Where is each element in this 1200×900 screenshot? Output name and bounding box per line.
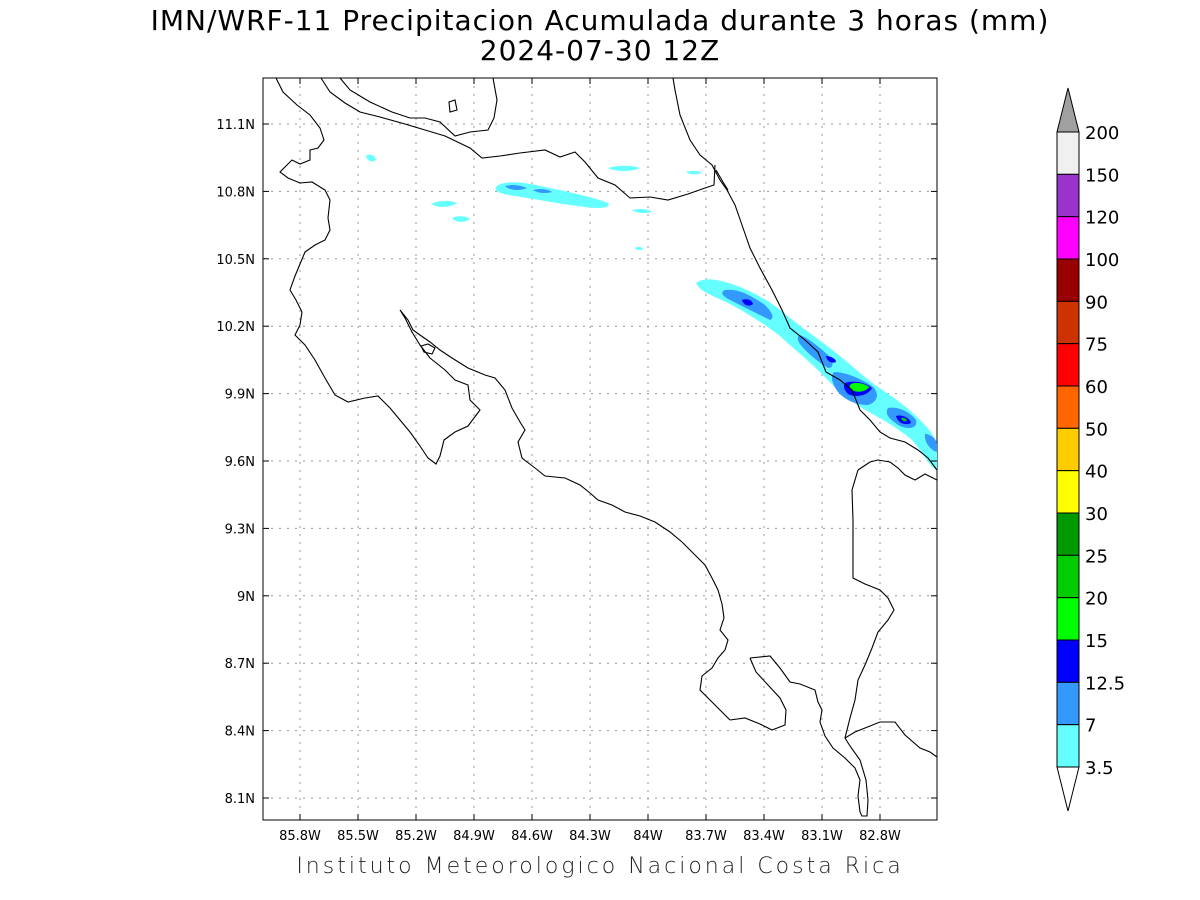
precip-core-intense-2 xyxy=(901,417,907,422)
colorbar-label: 15 xyxy=(1085,631,1108,652)
colorbar-swatch xyxy=(1056,724,1080,768)
lat-tick-label: 10.8N xyxy=(216,185,255,200)
colorbar-label: 7 xyxy=(1085,716,1096,737)
precip-band-caribbean xyxy=(696,279,937,470)
colorbar-swatch xyxy=(1056,427,1080,472)
lon-tick-label: 83.4W xyxy=(743,829,785,844)
coastlines-and-borders xyxy=(275,77,938,817)
colorbar-over-arrow xyxy=(1056,87,1080,133)
colorbar-swatch xyxy=(1056,343,1080,387)
precip-area-north-5 xyxy=(452,216,470,222)
map-title: IMN/WRF-11 Precipitacion Acumulada duran… xyxy=(150,4,1050,37)
colorbar-label: 40 xyxy=(1085,462,1108,483)
colorbar-label: 75 xyxy=(1085,335,1108,356)
colorbar-label: 50 xyxy=(1085,419,1108,440)
colorbar-label: 120 xyxy=(1085,208,1119,229)
colorbar-swatch xyxy=(1056,470,1080,514)
precip-area-north-7 xyxy=(366,154,376,162)
footer-credit: Instituto Meteorologico Nacional Costa R… xyxy=(296,854,904,879)
osa-peninsula xyxy=(749,655,938,817)
colorbar-label: 12.5 xyxy=(1085,673,1125,694)
colorbar-label: 90 xyxy=(1085,292,1108,313)
lat-tick-label: 9.6N xyxy=(225,455,255,470)
caribbean-coast xyxy=(672,77,938,471)
precip-area-north-4 xyxy=(431,200,457,207)
colorbar-swatch xyxy=(1056,385,1080,429)
map-subtitle-datetime: 2024-07-30 12Z xyxy=(479,34,721,67)
colorbar-swatch xyxy=(1056,131,1080,175)
precip-area-north-6 xyxy=(608,165,640,171)
precip-core-heavy-1 xyxy=(742,299,753,306)
precipitation-field xyxy=(366,154,937,470)
lat-tick-label: 9.9N xyxy=(225,388,255,403)
precip-area-north-2 xyxy=(505,184,527,191)
lon-tick-label: 85.5W xyxy=(337,829,379,844)
precipitation-colorbar: 200 150 120 100 90 75 60 50 40 30 25 20 15 12.5 7 3.5 xyxy=(1056,87,1125,812)
lat-tick-label: 8.4N xyxy=(225,725,255,740)
nicaragua-west-coast xyxy=(275,77,331,313)
lon-tick-label: 84.3W xyxy=(569,829,611,844)
border-lower-caribbean xyxy=(715,169,729,191)
precip-band-caribbean-moderate-5 xyxy=(924,434,937,452)
lon-tick-label: 84.9W xyxy=(453,829,495,844)
lon-tick-label: 83.7W xyxy=(685,829,727,844)
lat-tick-label: 8.7N xyxy=(225,657,255,672)
precip-area-north-10 xyxy=(635,246,643,251)
colorbar-swatch xyxy=(1056,216,1080,260)
precip-core-intense xyxy=(849,383,869,392)
colorbar-label: 25 xyxy=(1085,546,1108,567)
colorbar-swatch xyxy=(1056,639,1080,683)
colorbar-swatch xyxy=(1056,512,1080,556)
lon-tick-label: 84W xyxy=(633,829,663,844)
map-axes: 85.8W 85.5W 85.2W 84.9W 84.6W 84.3W 84W 83.7W 83… xyxy=(216,78,937,844)
isla-chira xyxy=(420,343,436,355)
isla-small xyxy=(448,99,458,113)
lat-tick-label: 10.2N xyxy=(216,320,255,335)
precip-area-north-9 xyxy=(632,208,652,214)
colorbar-swatch xyxy=(1056,173,1080,218)
colorbar-label: 200 xyxy=(1085,123,1119,144)
nicaragua-border xyxy=(320,77,716,201)
colorbar-swatch xyxy=(1056,554,1080,599)
colorbar-label: 100 xyxy=(1085,250,1119,271)
precip-area-north-3 xyxy=(533,188,552,194)
colorbar-label: 20 xyxy=(1085,589,1108,610)
panama-border xyxy=(844,459,938,739)
lat-tick-label: 10.5N xyxy=(216,253,255,268)
pacific-coast-guanacaste xyxy=(294,309,731,721)
precip-area-north-8 xyxy=(686,170,702,175)
colorbar-swatch xyxy=(1056,258,1080,302)
precip-core-heavy-2 xyxy=(826,356,836,363)
colorbar-label: 3.5 xyxy=(1085,758,1114,779)
colorbar-swatch xyxy=(1056,681,1080,726)
colorbar-label: 30 xyxy=(1085,504,1108,525)
precip-band-caribbean-moderate-2 xyxy=(797,335,833,368)
colorbar-under-arrow xyxy=(1056,766,1080,812)
colorbar-swatch xyxy=(1056,300,1080,345)
lon-tick-label: 85.2W xyxy=(395,829,437,844)
colorbar-swatch xyxy=(1056,597,1080,641)
lat-tick-label: 11.1N xyxy=(216,118,255,133)
golfo-dulce xyxy=(729,657,787,731)
lon-tick-label: 84.6W xyxy=(511,829,553,844)
lon-tick-label: 83.1W xyxy=(801,829,843,844)
map-gridlines xyxy=(263,78,937,820)
nicaragua-lake-shore xyxy=(339,77,498,137)
lon-tick-label: 82.8W xyxy=(859,829,901,844)
lat-tick-label: 9.3N xyxy=(225,522,255,537)
colorbar-label: 60 xyxy=(1085,377,1108,398)
lat-tick-label: 8.1N xyxy=(225,792,255,807)
map-frame xyxy=(262,77,938,821)
lat-tick-label: 9N xyxy=(237,590,255,605)
lon-tick-label: 85.8W xyxy=(279,829,321,844)
colorbar-label: 150 xyxy=(1085,165,1119,186)
